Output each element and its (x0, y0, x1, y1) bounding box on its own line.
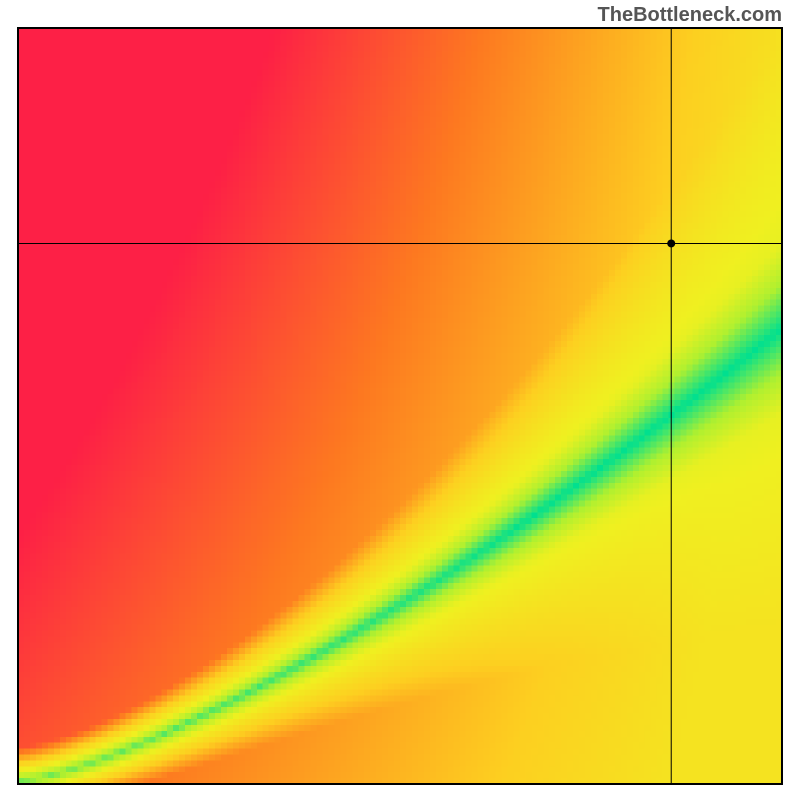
crosshair-overlay (0, 0, 800, 800)
watermark-text: TheBottleneck.com (598, 4, 782, 27)
chart-container: TheBottleneck.com (0, 0, 800, 800)
